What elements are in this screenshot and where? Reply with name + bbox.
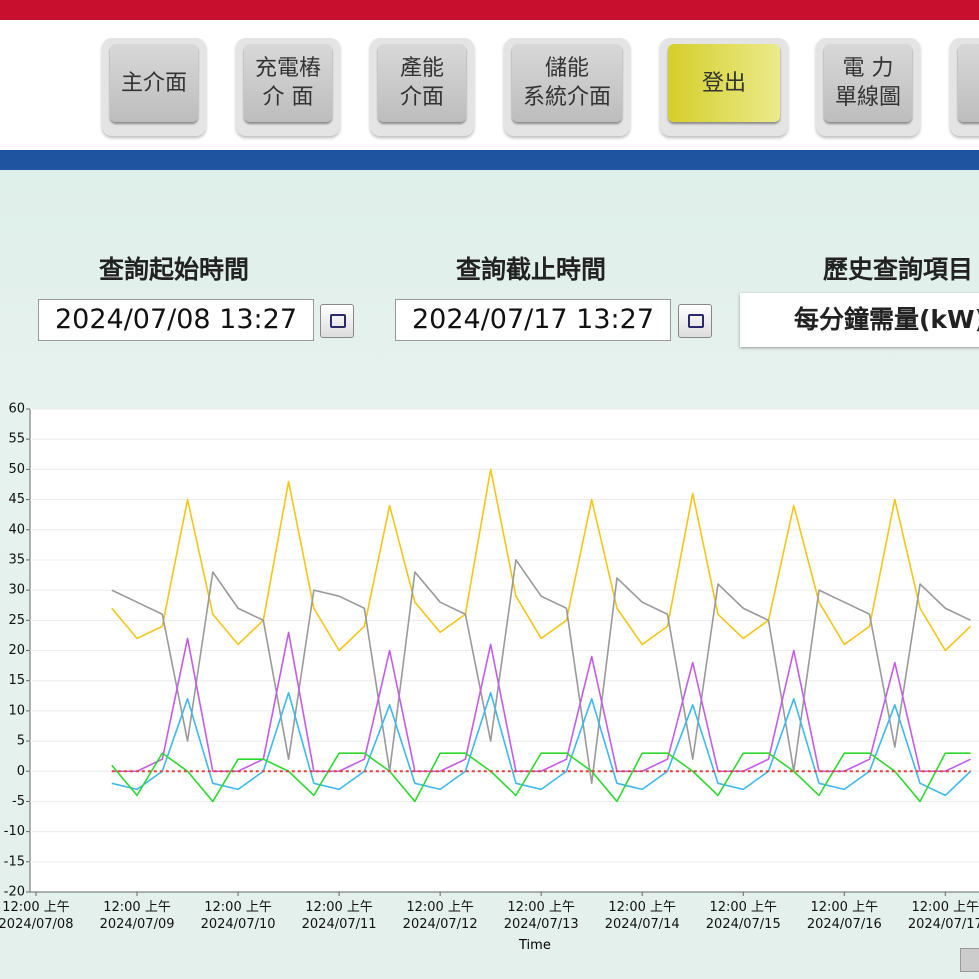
x-tick-label: 12:00 上午 2024/07/16 xyxy=(806,900,882,932)
start-label: 查詢起始時間 xyxy=(99,255,250,284)
x-tick-label: 12:00 上午 2024/07/13 xyxy=(503,900,579,932)
y-tick-label: 0 xyxy=(17,764,25,779)
nav-button-label: 主介面 xyxy=(110,44,198,122)
series-line xyxy=(111,468,972,652)
y-tick-label: -5 xyxy=(12,794,25,809)
nav-button[interactable]: 產能 介面 xyxy=(370,38,474,136)
x-tick-label: 12:00 上午 2024/07/14 xyxy=(604,900,680,932)
nav-button-label: 登出 xyxy=(668,44,780,122)
x-tick-label: 12:00 上午 2024/07/17 xyxy=(907,900,979,932)
end-input[interactable]: 2024/07/17 13:27 xyxy=(395,299,671,341)
calendar-button[interactable] xyxy=(320,304,354,338)
button-face xyxy=(958,44,979,122)
calendar-button[interactable] xyxy=(678,304,712,338)
y-tick-label: 30 xyxy=(8,583,25,598)
corner-button[interactable] xyxy=(960,948,979,972)
y-tick-label: 25 xyxy=(8,613,25,628)
series-line xyxy=(111,559,971,785)
nav-button[interactable]: 電 力 單線圖 xyxy=(816,38,920,136)
nav-button[interactable]: 主介面 xyxy=(102,38,206,136)
nav-button[interactable]: 儲能 系統介面 xyxy=(504,38,630,136)
y-tick-label: 50 xyxy=(8,462,25,477)
x-tick-label: 12:00 上午 2024/07/12 xyxy=(402,900,478,932)
nav-button[interactable]: 登出 xyxy=(660,38,788,136)
y-tick-label: 35 xyxy=(8,552,25,567)
series-line xyxy=(111,691,972,797)
x-tick-label: 12:00 上午 2024/07/10 xyxy=(200,900,276,932)
y-tick-label: 20 xyxy=(8,643,25,658)
y-tick-label: -20 xyxy=(4,885,25,900)
nav-button-label: 電 力 單線圖 xyxy=(824,44,912,122)
item-label: 歷史查詢項目 xyxy=(823,255,974,284)
x-tick-label: 12:00 上午 2024/07/08 xyxy=(0,900,74,932)
top-bar xyxy=(0,0,979,20)
y-tick-label: 60 xyxy=(8,402,25,417)
start-input[interactable]: 2024/07/08 13:27 xyxy=(38,299,314,341)
y-tick-label: -10 xyxy=(4,824,25,839)
end-label: 查詢截止時間 xyxy=(456,255,607,284)
x-tick-label: 12:00 上午 2024/07/09 xyxy=(99,900,175,932)
y-tick-label: 10 xyxy=(8,703,25,718)
nav-button-label: 產能 介面 xyxy=(378,44,466,122)
y-tick-label: 5 xyxy=(17,734,25,749)
y-tick-label: 45 xyxy=(8,492,25,507)
blue-bar xyxy=(0,150,979,170)
y-tick-label: -15 xyxy=(4,854,25,869)
nav-button-label: 儲能 系統介面 xyxy=(512,44,622,122)
y-tick-label: 55 xyxy=(8,432,25,447)
x-axis-title: Time xyxy=(519,938,551,953)
nav-button-partial[interactable] xyxy=(950,38,979,136)
item-select[interactable]: 每分鐘需量(kW) xyxy=(740,293,979,347)
y-tick-label: 40 xyxy=(8,522,25,537)
x-tick-label: 12:00 上午 2024/07/15 xyxy=(705,900,781,932)
y-tick-label: 15 xyxy=(8,673,25,688)
nav-button[interactable]: 充電樁 介 面 xyxy=(236,38,340,136)
series-line xyxy=(111,752,971,803)
x-tick-label: 12:00 上午 2024/07/11 xyxy=(301,900,377,932)
nav-button-label: 充電樁 介 面 xyxy=(244,44,332,122)
